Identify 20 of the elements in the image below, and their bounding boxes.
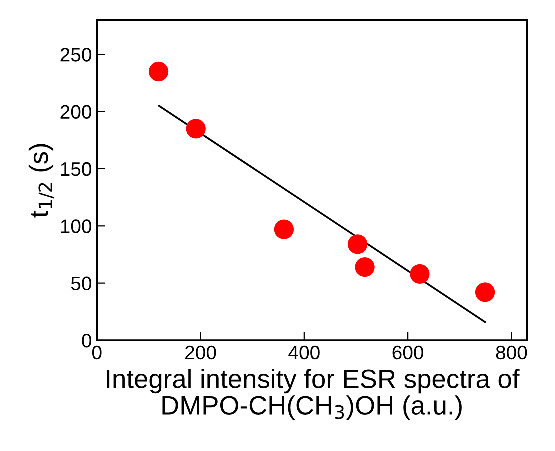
- x-tick-label: 600: [392, 346, 424, 360]
- y-tick-label: 0: [82, 334, 92, 348]
- x-axis-title: Integral intensity for ESR spectra of DMPO-CH(CH$_{3}$)OH (a.u.): [107, 369, 520, 420]
- x-tick-label: 800: [496, 346, 528, 360]
- x-tick-label: 0: [92, 346, 102, 360]
- point: [274, 220, 294, 240]
- point: [186, 119, 206, 139]
- point: [475, 282, 496, 302]
- y-tick-label: 200: [60, 105, 92, 120]
- y-tick-label: 250: [60, 48, 92, 62]
- y-tick-label: 50: [71, 276, 92, 291]
- point: [355, 257, 375, 278]
- point: [148, 62, 169, 82]
- y-axis-title: t$_{1/2}$ (s): [28, 144, 54, 218]
- x-tick-label: 200: [186, 346, 216, 360]
- point: [410, 264, 430, 284]
- point: [348, 234, 368, 254]
- y-tick-label: 150: [61, 162, 92, 176]
- x-tick-label: 400: [288, 346, 320, 360]
- y-tick-label: 100: [61, 220, 92, 234]
